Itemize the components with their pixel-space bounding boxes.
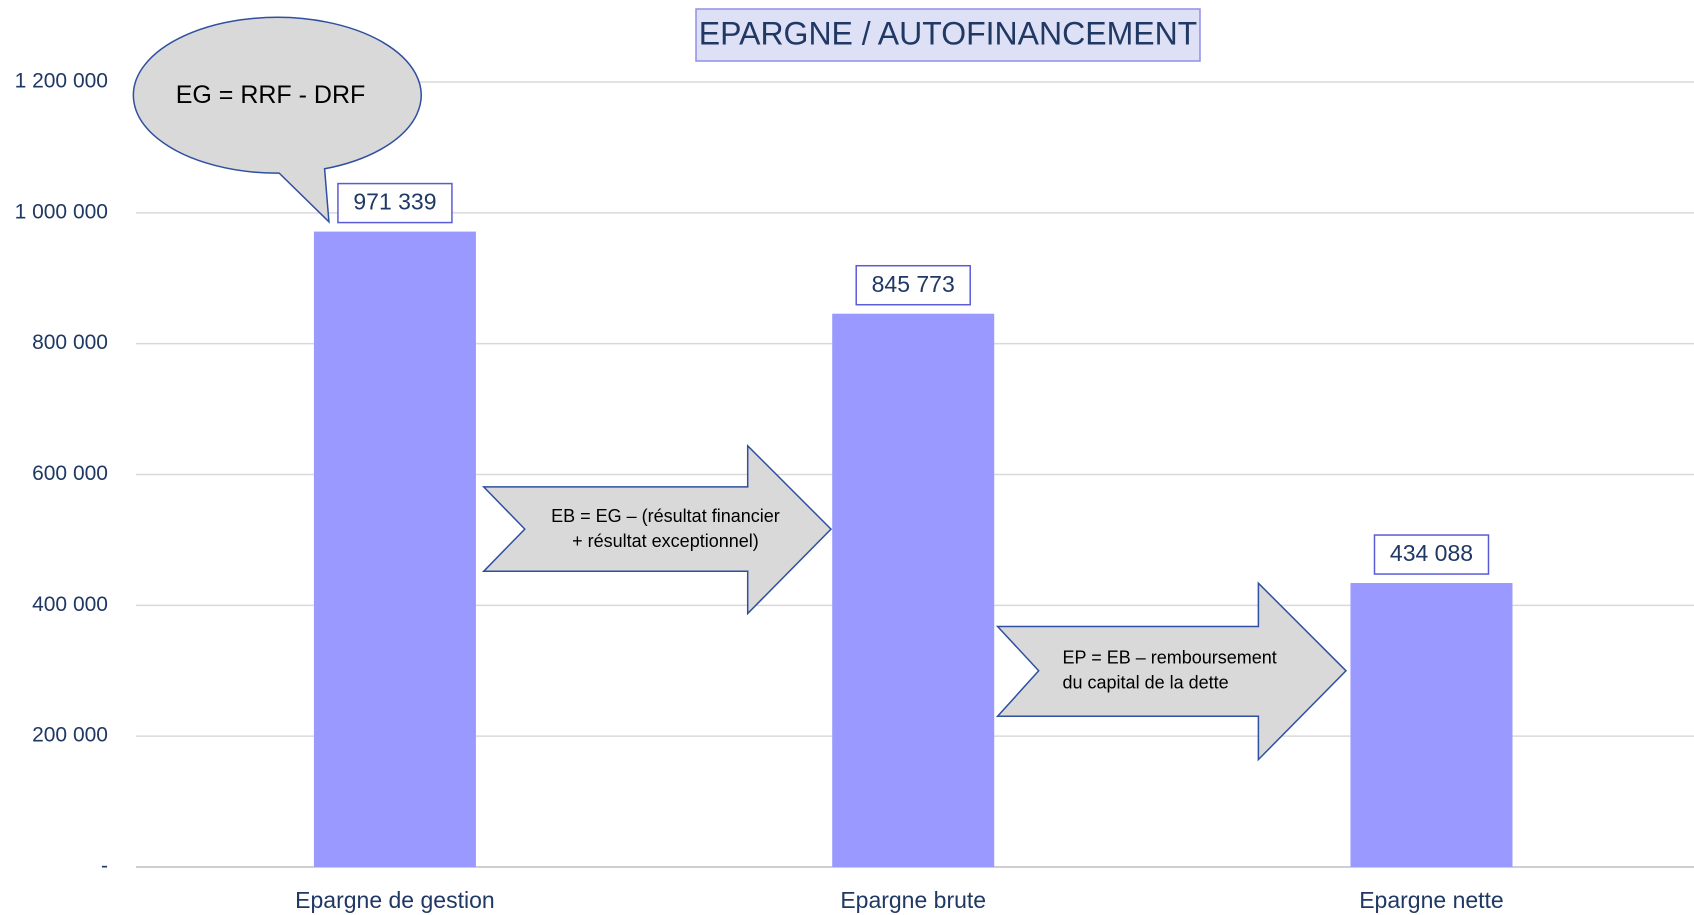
- bar: [832, 313, 995, 867]
- value-label-box: [855, 264, 971, 306]
- annotation: EG = RRF - DRF: [176, 81, 366, 109]
- arrow: [481, 443, 833, 616]
- annotation: EP = EB – remboursement: [1063, 648, 1277, 668]
- bar: [313, 231, 476, 867]
- y-tick-label: -: [101, 855, 108, 878]
- y-tick-label: 600 000: [32, 462, 108, 485]
- title-box: [695, 8, 1201, 62]
- arrow: [995, 581, 1348, 762]
- value-label-box: [337, 182, 453, 224]
- bar: [1350, 583, 1513, 867]
- y-tick-label: 1 000 000: [15, 200, 108, 223]
- value-label: 845 773: [872, 271, 955, 297]
- x-tick-label: Epargne brute: [840, 887, 986, 913]
- x-tick-label: Epargne de gestion: [295, 887, 495, 913]
- annotation: EB = EG – (résultat financier: [551, 506, 780, 526]
- y-tick-label: 200 000: [32, 724, 108, 747]
- value-label: 434 088: [1390, 540, 1473, 566]
- x-tick-label: Epargne nette: [1359, 887, 1504, 913]
- speech-bubble: [132, 16, 422, 224]
- y-tick-label: 1 200 000: [15, 70, 108, 93]
- annotation: + résultat exceptionnel): [572, 531, 759, 551]
- value-label: 971 339: [353, 189, 436, 215]
- value-label-box: [1373, 534, 1490, 575]
- y-tick-label: 800 000: [32, 331, 108, 354]
- annotation: du capital de la dette: [1063, 673, 1229, 693]
- y-tick-label: 400 000: [32, 593, 108, 616]
- chart-title: EPARGNE / AUTOFINANCEMENT: [699, 15, 1197, 51]
